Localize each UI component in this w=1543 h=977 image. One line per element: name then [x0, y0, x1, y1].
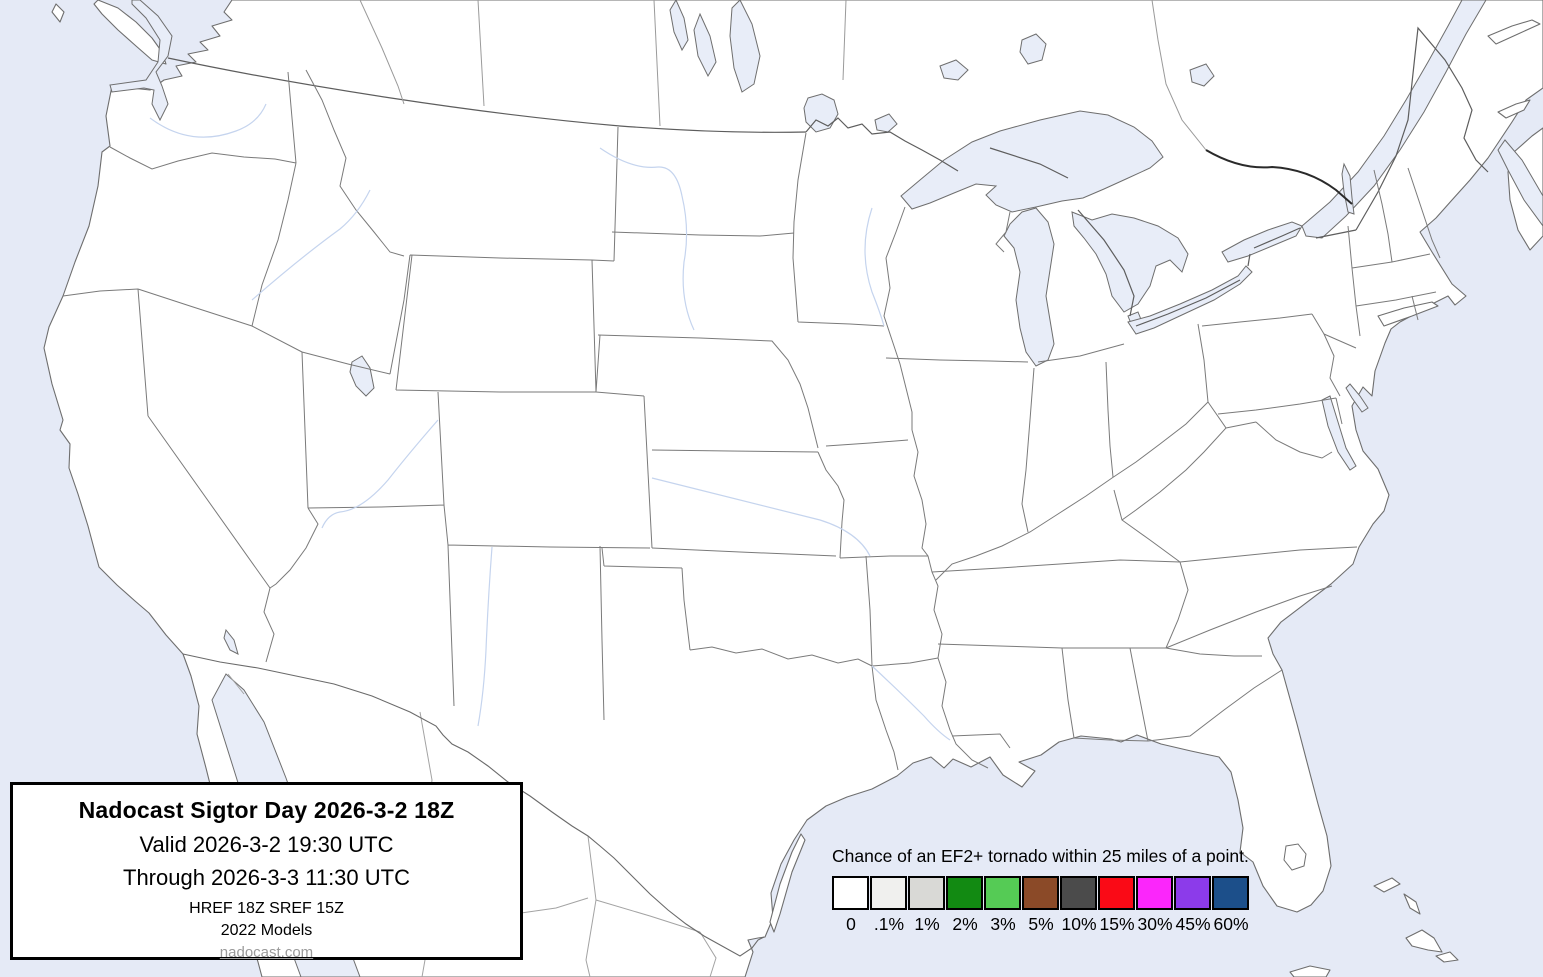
legend-label-60pct: 60% — [1213, 914, 1249, 934]
puget-sound — [109, 0, 173, 122]
salton-sea — [223, 628, 239, 655]
border-maine — [1355, 26, 1489, 231]
prince-edward-island — [1497, 99, 1531, 119]
midwest-state-lines — [883, 206, 1209, 769]
legend-swatch-60pct — [1212, 876, 1249, 910]
forecast-valid-time: Valid 2026-3-2 19:30 UTC — [139, 832, 394, 857]
legend-swatch-0 — [832, 876, 869, 910]
lake-okeechobee — [1283, 843, 1307, 871]
bahamas-islands — [1373, 877, 1459, 963]
bay-of-fundy — [1497, 139, 1543, 227]
legend-swatch-2pct — [946, 876, 983, 910]
border-lake-erie — [1135, 279, 1241, 327]
rainy-lake — [874, 113, 898, 133]
legend-swatch-1pct — [870, 876, 907, 910]
legend-label-30pct: 30% — [1137, 914, 1173, 934]
lake-champlain — [1341, 162, 1355, 215]
legend-swatch-10pct — [1060, 876, 1097, 910]
legend-swatch-1pct — [908, 876, 945, 910]
legend-swatch-3pct — [984, 876, 1021, 910]
border-minnesota — [805, 117, 959, 172]
rivers — [149, 103, 951, 741]
legend-swatch-15pct — [1098, 876, 1135, 910]
forecast-models: HREF 18Z SREF 15Z — [189, 900, 344, 917]
west-state-lines — [62, 69, 653, 721]
legend-swatch-30pct — [1136, 876, 1173, 910]
forecast-title-box: Nadocast Sigtor Day 2026-3-2 18Z Valid 2… — [10, 782, 523, 961]
lake-nipigon — [1019, 33, 1047, 65]
st-lawrence-river — [1301, 0, 1487, 239]
canada-province-lines — [359, 0, 1207, 151]
canadian-lake-1 — [1189, 63, 1215, 87]
lake-winnipegosis — [669, 0, 689, 52]
plains-state-lines — [597, 132, 928, 771]
legend-label-1pct: 1% — [914, 914, 940, 934]
legend-label-10pct: 10% — [1061, 914, 1097, 934]
legend-label-0: 0 — [846, 914, 856, 934]
legend-label-15pct: 15% — [1099, 914, 1135, 934]
delaware-bay — [1345, 383, 1369, 413]
lake-manitoba — [693, 12, 717, 78]
legend-swatch-row — [832, 876, 1250, 910]
ottawa-river — [1205, 149, 1353, 205]
legend-label-45pct: 45% — [1175, 914, 1211, 934]
forecast-title: Nadocast Sigtor Day 2026-3-2 18Z — [78, 797, 455, 823]
legend-swatch-5pct — [1022, 876, 1059, 910]
lake-winnipeg — [729, 0, 761, 93]
border-lake-superior — [989, 147, 1069, 179]
legend-label-1pct: .1% — [873, 914, 905, 934]
state-boundaries — [62, 69, 1441, 771]
canada-border — [167, 26, 1489, 327]
long-island — [1377, 301, 1439, 327]
legend-title: Chance of an EF2+ tornado within 25 mile… — [832, 846, 1249, 866]
cuba-coast — [1289, 965, 1331, 977]
legend-label-5pct: 5% — [1028, 914, 1054, 934]
legend-swatch-45pct — [1174, 876, 1211, 910]
anticosti-island — [1487, 19, 1541, 45]
forecast-models-year: 2022 Models — [220, 922, 313, 939]
south-state-lines — [871, 489, 1358, 749]
lake-michigan — [1003, 207, 1055, 367]
border-45th-parallel — [1315, 229, 1357, 239]
haida-island — [51, 3, 65, 23]
texas-barrier-island — [769, 833, 806, 933]
lake-of-the-woods — [803, 93, 839, 133]
legend-label-row: 0 .1% 1% 2% 3% 5% 10% 15% 30% 45% 60% — [832, 914, 1250, 935]
border-lake-ontario — [1253, 227, 1301, 249]
probability-legend: Chance of an EF2+ tornado within 25 mile… — [832, 846, 1250, 935]
chesapeake-bay — [1321, 395, 1357, 471]
canadian-lake-2 — [939, 59, 969, 81]
forecast-through-time: Through 2026-3-3 11:30 UTC — [123, 865, 410, 890]
border-49th-parallel — [167, 57, 807, 133]
border-lake-huron — [1077, 209, 1135, 317]
border-niagara — [1247, 253, 1251, 267]
nadocast-website-link[interactable]: nadocast.com — [219, 944, 314, 961]
legend-label-3pct: 3% — [990, 914, 1016, 934]
lake-ontario — [1221, 221, 1303, 263]
legend-label-2pct: 2% — [952, 914, 978, 934]
northeast-state-lines — [1121, 167, 1441, 521]
mexico-border — [182, 653, 765, 957]
